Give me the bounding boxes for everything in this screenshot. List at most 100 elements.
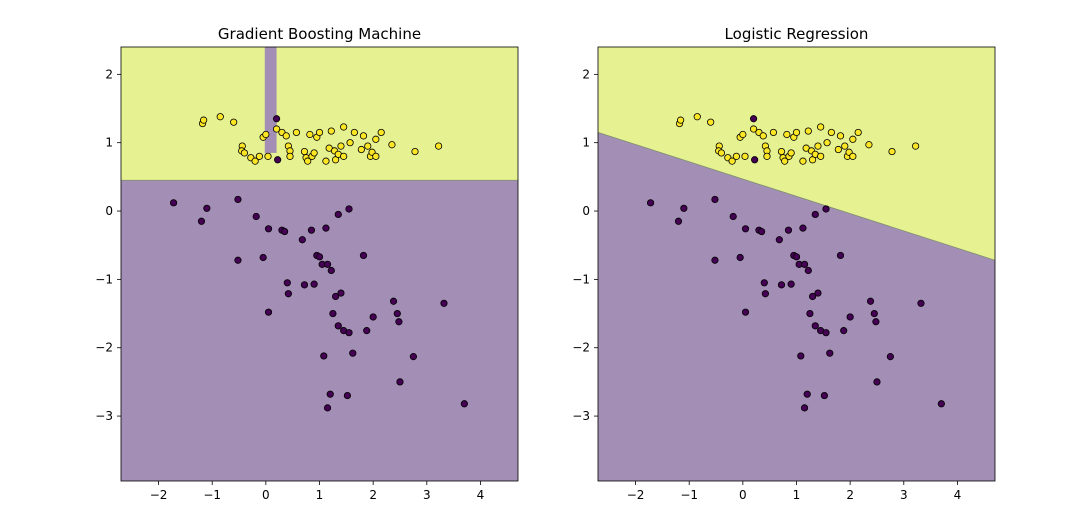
point-class-1	[827, 128, 835, 137]
point-class-1	[364, 142, 372, 150]
point-class-1	[759, 132, 767, 140]
point-class-1	[251, 157, 259, 165]
point-class-1	[823, 139, 831, 147]
y-tick-label: −3	[572, 409, 590, 423]
point-class-0	[203, 204, 211, 212]
point-class-1	[377, 128, 385, 137]
y-tick-label: 0	[105, 204, 113, 218]
point-class-1	[792, 128, 801, 137]
point-class-1	[388, 141, 396, 149]
point-class-0	[787, 280, 795, 288]
point-class-0	[369, 313, 377, 321]
point-class-0	[826, 349, 834, 357]
point-class-0	[646, 199, 655, 207]
point-class-1	[322, 157, 330, 165]
point-class-0	[259, 253, 267, 262]
y-tick-label: 1	[582, 136, 590, 150]
point-class-0	[870, 309, 878, 318]
point-class-0	[808, 292, 817, 301]
x-tick-label: 4	[954, 488, 962, 502]
point-class-0	[281, 227, 289, 236]
point-class-0	[811, 210, 819, 219]
point-class-0	[409, 353, 417, 361]
point-class-0	[329, 309, 337, 318]
point-class-0	[886, 353, 894, 361]
point-class-1	[216, 113, 224, 121]
x-tick-label: −2	[150, 488, 168, 502]
point-class-0	[917, 299, 925, 307]
point-class-1	[300, 147, 309, 156]
point-class-0	[264, 225, 273, 233]
x-tick-label: 1	[316, 488, 324, 502]
point-class-1	[717, 149, 725, 157]
point-class-0	[800, 404, 809, 412]
point-class-1	[200, 116, 208, 124]
point-class-0	[711, 256, 719, 264]
point-class-1	[340, 152, 348, 160]
point-class-1	[728, 157, 736, 165]
point-class-1	[799, 157, 807, 165]
point-class-1	[841, 142, 849, 150]
point-class-0	[799, 224, 807, 232]
point-class-0	[363, 327, 371, 335]
point-class-1	[814, 142, 822, 150]
point-class-0	[234, 256, 242, 264]
point-class-0	[784, 226, 793, 234]
x-tick-label: −1	[203, 488, 221, 502]
chart-title: Gradient Boosting Machine	[218, 25, 421, 43]
point-class-1	[849, 152, 857, 160]
point-class-1	[888, 147, 896, 156]
point-class-0	[872, 318, 880, 326]
point-class-0	[820, 391, 828, 400]
point-class-1	[763, 152, 771, 160]
point-class-0	[736, 253, 744, 262]
point-class-0	[680, 204, 688, 212]
point-class-1	[817, 152, 825, 160]
point-class-0	[323, 404, 332, 412]
point-class-0	[440, 299, 448, 307]
point-class-1	[315, 128, 324, 137]
point-class-1	[677, 116, 685, 124]
point-class-1	[707, 118, 715, 126]
point-class-0	[315, 253, 324, 261]
point-class-0	[345, 329, 353, 337]
point-class-0	[345, 205, 353, 213]
plot-area	[121, 47, 518, 481]
point-class-0	[264, 308, 273, 316]
point-class-1	[787, 149, 795, 157]
x-tick-label: 3	[900, 488, 908, 502]
point-class-0	[741, 225, 750, 233]
point-class-0	[252, 212, 260, 221]
point-class-1	[262, 130, 270, 139]
point-class-1	[781, 157, 789, 165]
y-tick-label: 2	[105, 67, 113, 81]
y-tick-label: −2	[572, 341, 590, 355]
point-class-0	[822, 205, 830, 213]
point-class-1	[911, 142, 920, 150]
x-tick-label: 0	[262, 488, 270, 502]
point-class-0	[866, 297, 875, 305]
x-tick-label: −1	[680, 488, 698, 502]
point-class-0	[749, 115, 758, 123]
point-class-0	[322, 224, 330, 232]
point-class-1	[411, 147, 419, 156]
x-tick-label: 3	[423, 488, 431, 502]
point-class-1	[337, 142, 345, 150]
y-tick-label: −1	[95, 272, 113, 286]
decision-region-class-1	[598, 47, 995, 261]
point-class-1	[434, 142, 443, 150]
point-class-0	[797, 352, 805, 360]
point-class-0	[169, 199, 178, 207]
decision-region-class-1	[121, 47, 518, 181]
plot-area	[598, 47, 995, 481]
x-tick-label: 4	[477, 488, 485, 502]
point-class-0	[393, 309, 401, 318]
point-class-1	[372, 135, 380, 143]
point-class-1	[834, 145, 842, 154]
point-class-0	[775, 236, 783, 244]
point-class-0	[320, 352, 328, 360]
point-class-0	[343, 391, 351, 400]
point-class-1	[306, 130, 314, 139]
point-class-0	[758, 227, 766, 236]
point-class-1	[327, 127, 335, 135]
